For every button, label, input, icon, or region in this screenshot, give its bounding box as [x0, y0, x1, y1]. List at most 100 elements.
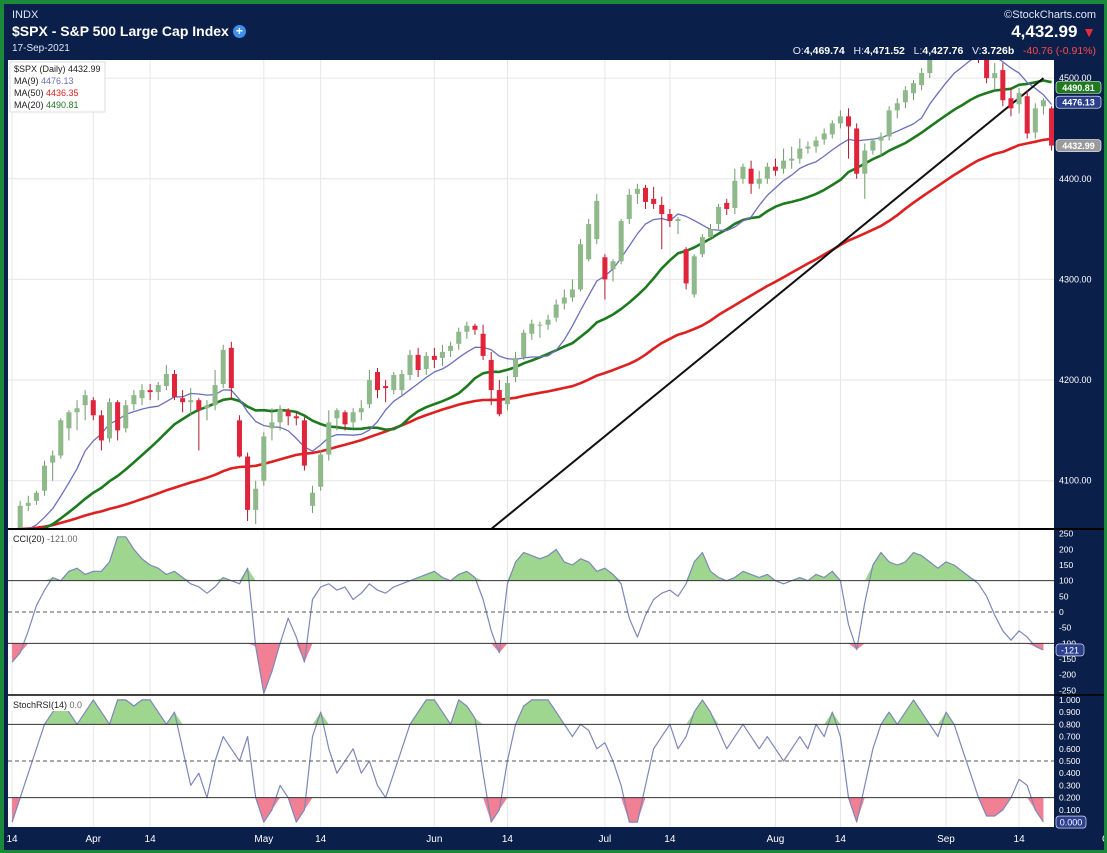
- candle-body: [123, 405, 129, 429]
- candle: [854, 123, 860, 179]
- candle-body: [870, 140, 876, 151]
- candle: [984, 60, 990, 84]
- candle-body: [415, 354, 421, 370]
- stochrsi-legend-entry: StochRSI(14) 0.0: [13, 700, 82, 710]
- candle-body: [188, 400, 194, 403]
- candle: [610, 259, 616, 282]
- candle-body: [423, 355, 429, 369]
- candle-body: [358, 408, 364, 413]
- candle-body: [797, 148, 803, 159]
- ohlc-readout: O:4,469.74 H:4,471.52 L:4,427.76 V:3.726…: [793, 45, 1096, 57]
- candle-body: [699, 237, 705, 255]
- candle: [163, 364, 169, 391]
- candle-body: [667, 213, 673, 222]
- candle-body: [1008, 98, 1014, 109]
- candle-body: [488, 359, 494, 391]
- candle-body: [407, 354, 413, 376]
- legend-label: MA(20): [14, 100, 46, 110]
- price-series-group: [12, 60, 1054, 529]
- candle-body: [602, 257, 608, 280]
- candle: [98, 410, 104, 451]
- stochrsi-legend-box: [10, 699, 82, 711]
- price-badge: [1055, 95, 1102, 109]
- candle: [732, 168, 738, 214]
- candle-body: [204, 405, 210, 409]
- candle-body: [285, 410, 291, 417]
- candle: [1000, 63, 1006, 107]
- stochrsi-tick-label: 0.400: [1059, 768, 1081, 778]
- candle-body: [261, 436, 267, 481]
- trendline: [490, 77, 1045, 529]
- candle-body: [781, 160, 787, 169]
- candle: [553, 299, 559, 322]
- last-price: 4,432.99 ▼: [1011, 22, 1096, 42]
- candle: [675, 217, 681, 235]
- candle: [407, 349, 413, 381]
- candle-body: [50, 455, 56, 463]
- add-plus-icon[interactable]: +: [232, 25, 246, 38]
- cci-oversold-fill: [12, 643, 1044, 694]
- candle: [236, 415, 242, 458]
- candle-body: [212, 385, 218, 406]
- candle-body: [139, 390, 145, 399]
- x-tick-label: 14: [664, 834, 676, 845]
- candle-body: [42, 465, 48, 491]
- cci-tick-label: 100: [1059, 576, 1073, 586]
- candle-body: [496, 390, 502, 415]
- cci-legend-box: [10, 533, 78, 545]
- candle: [781, 148, 787, 174]
- candle-body: [846, 116, 852, 127]
- price-badge: [1055, 81, 1102, 94]
- candle: [902, 86, 908, 109]
- candle: [472, 323, 478, 335]
- candle-body: [610, 261, 616, 270]
- candle: [228, 341, 234, 401]
- price-tick-label: 4100.00: [1059, 476, 1092, 486]
- candle-body: [1049, 108, 1054, 146]
- candle-body: [919, 73, 925, 86]
- candle-body: [456, 331, 462, 344]
- candle: [25, 495, 31, 511]
- candle: [504, 376, 510, 411]
- candle-body: [155, 385, 161, 393]
- price-tick-label: 4200.00: [1059, 375, 1092, 385]
- x-tick-label: Jul: [599, 834, 612, 845]
- candle: [886, 106, 892, 141]
- candle: [756, 170, 762, 189]
- cci-line: [11, 536, 1044, 695]
- candle: [204, 400, 210, 421]
- candle-body: [724, 202, 730, 209]
- candle-body: [821, 133, 827, 140]
- candle: [318, 450, 324, 491]
- stochrsi-tick-label: 0.600: [1059, 744, 1081, 754]
- candle-body: [740, 166, 746, 179]
- candle: [594, 193, 600, 245]
- candle-body: [1024, 96, 1030, 134]
- price-panel: [8, 60, 1054, 529]
- cci-series-group: [11, 536, 1044, 695]
- candle: [383, 380, 389, 403]
- candle: [1049, 106, 1054, 151]
- candle-body: [171, 374, 178, 398]
- candle: [992, 63, 998, 91]
- candle: [821, 128, 827, 145]
- candle: [789, 146, 795, 169]
- candle-body: [318, 454, 324, 487]
- candle-body: [366, 380, 372, 405]
- candle: [626, 188, 632, 225]
- candle-body: [472, 325, 478, 330]
- down-arrow-icon: ▼: [1082, 24, 1096, 40]
- stochrsi-badge: [1055, 815, 1087, 829]
- candle: [496, 380, 502, 417]
- legend-value: 4432.99: [68, 64, 101, 74]
- cci-tick-label: 50: [1059, 591, 1069, 601]
- candle: [683, 247, 689, 290]
- candle: [245, 452, 251, 521]
- candle: [740, 163, 746, 184]
- candle: [1016, 88, 1022, 114]
- stochrsi-tick-label: 0.800: [1059, 719, 1081, 729]
- stock-chart-svg[interactable]: 14 Apr 14 May 14 Jun 14 Jul 14 Aug 14 Sep 14 Oc 4100.0…: [4, 4, 1104, 850]
- candle: [1032, 103, 1038, 139]
- candle-body: [236, 420, 242, 457]
- candle: [115, 400, 121, 441]
